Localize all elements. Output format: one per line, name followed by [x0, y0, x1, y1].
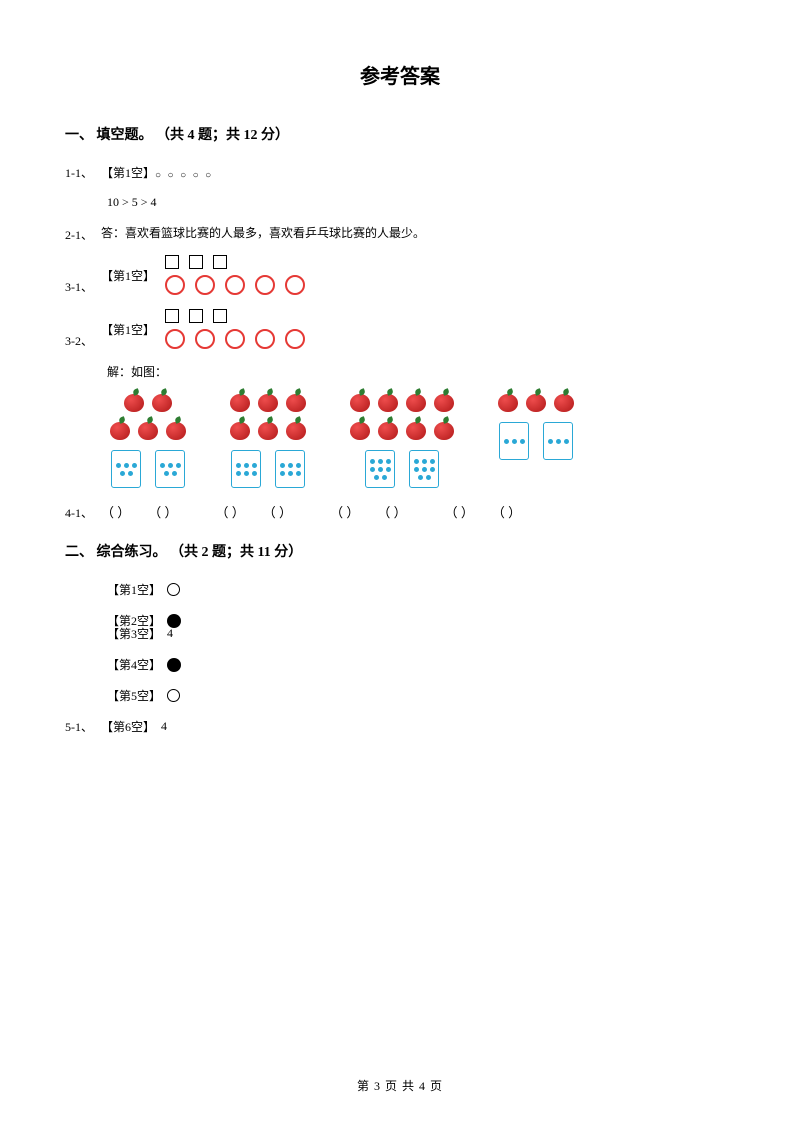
- blank-label: 【第5空】: [107, 687, 161, 704]
- paren-pair: （ ）（ ）: [216, 502, 293, 521]
- answer-text: 10 > 5 > 4: [107, 193, 157, 212]
- answer-tag: 5-1、: [65, 718, 93, 735]
- answer-tag: 2-1、: [65, 226, 93, 243]
- apple-group: [347, 388, 457, 488]
- apple-icon: [403, 388, 429, 414]
- apple-icon: [375, 416, 401, 442]
- answer-4-1: 解：如图： 4-1、 （ ）（ ） （ ）（ ） （ ）（ ） （ ）（ ）: [65, 363, 735, 521]
- apple-icon: [135, 416, 161, 442]
- dice-icon: [543, 422, 573, 460]
- answer-tag: 3-1、: [65, 278, 93, 295]
- dice-icon: [499, 422, 529, 460]
- q5-item: 5-1、【第6空】4: [107, 718, 735, 735]
- answer-3-1: 3-1、 【第1空】: [65, 255, 735, 295]
- answer-circles: ○ ○ ○ ○ ○: [155, 170, 213, 181]
- apple-icon: [255, 388, 281, 414]
- square-icon: [189, 255, 203, 269]
- answer-1-1: 1-1、 【第1空】 ○ ○ ○ ○ ○: [65, 164, 735, 181]
- answer-tag: 4-1、: [65, 504, 93, 521]
- dice-icon: [275, 450, 305, 488]
- apple-icon: [255, 416, 281, 442]
- filled-circle-icon: [167, 658, 181, 672]
- apple-groups: [107, 388, 735, 488]
- page-title: 参考答案: [65, 60, 735, 89]
- square-icon: [165, 309, 179, 323]
- blank-label: 【第6空】: [101, 718, 155, 735]
- apple-icon: [149, 388, 175, 414]
- paren-pair: （ ）（ ）: [330, 502, 407, 521]
- section2-heading: 二、 综合练习。 （共 2 题；共 11 分）: [65, 541, 735, 561]
- answer-text: 答：喜欢看篮球比赛的人最多，喜欢看乒乓球比赛的人最少。: [101, 224, 425, 243]
- circle-icon: [195, 275, 215, 295]
- q4-caption: 解：如图：: [65, 363, 735, 380]
- circle-icon: [285, 275, 305, 295]
- apple-icon: [283, 388, 309, 414]
- dice-icon: [155, 450, 185, 488]
- square-icon: [213, 309, 227, 323]
- blank-label: 【第1空】: [101, 267, 155, 284]
- square-icon: [213, 255, 227, 269]
- answer-tag: 1-1、: [65, 164, 93, 181]
- apple-icon: [347, 388, 373, 414]
- circle-icon: [255, 275, 275, 295]
- blank-label: 【第1空】: [107, 581, 161, 598]
- open-circle-icon: [167, 689, 180, 702]
- answer-3-2: 3-2、 【第1空】: [65, 309, 735, 349]
- apple-icon: [551, 388, 577, 414]
- blank-label: 【第4空】: [107, 656, 161, 673]
- circle-icon: [255, 329, 275, 349]
- dice-icon: [409, 450, 439, 488]
- square-icon: [165, 255, 179, 269]
- dice-icon: [365, 450, 395, 488]
- apple-group: [227, 388, 309, 488]
- answer-5-1-list: 【第1空】【第2空】【第3空】4【第4空】【第5空】5-1、【第6空】4: [65, 581, 735, 735]
- dice-icon: [111, 450, 141, 488]
- apple-icon: [283, 416, 309, 442]
- blank-label: 【第1空】: [101, 164, 155, 181]
- q5-item: 【第3空】 4: [107, 625, 735, 642]
- answer-2-1: 2-1、 答：喜欢看篮球比赛的人最多，喜欢看乒乓球比赛的人最少。: [65, 224, 735, 243]
- answer-value: 4: [161, 719, 167, 734]
- paren-row: （ ）（ ） （ ）（ ） （ ）（ ） （ ）（ ）: [101, 502, 521, 521]
- circle-icon: [285, 329, 305, 349]
- page-footer: 第 3 页 共 4 页: [0, 1077, 800, 1094]
- apple-icon: [495, 388, 521, 414]
- answer-tag: 3-2、: [65, 332, 93, 349]
- circle-icon: [165, 329, 185, 349]
- apple-icon: [347, 416, 373, 442]
- circle-icon: [165, 275, 185, 295]
- q5-item: 【第1空】: [107, 581, 735, 598]
- q5-item: 【第5空】: [107, 687, 735, 704]
- open-circle-icon: [167, 583, 180, 596]
- paren-pair: （ ）（ ）: [101, 502, 178, 521]
- shapes-3-2: [155, 309, 305, 349]
- apple-icon: [227, 388, 253, 414]
- apple-icon: [375, 388, 401, 414]
- apple-group: [495, 388, 577, 488]
- apple-icon: [403, 416, 429, 442]
- circle-icon: [225, 329, 245, 349]
- apple-icon: [107, 416, 133, 442]
- answer-value: 4: [167, 626, 173, 641]
- q5-item: 【第4空】: [107, 656, 735, 673]
- blank-label: 【第1空】: [101, 321, 155, 338]
- apple-icon: [121, 388, 147, 414]
- shapes-3-1: [155, 255, 305, 295]
- apple-icon: [431, 388, 457, 414]
- circle-icon: [195, 329, 215, 349]
- square-icon: [189, 309, 203, 323]
- apple-icon: [163, 416, 189, 442]
- apple-icon: [431, 416, 457, 442]
- blank-label: 【第3空】: [107, 625, 161, 642]
- circle-icon: [225, 275, 245, 295]
- apple-icon: [227, 416, 253, 442]
- apple-icon: [523, 388, 549, 414]
- apple-group: [107, 388, 189, 488]
- answer-1-1-line2: 10 > 5 > 4: [65, 193, 735, 212]
- paren-pair: （ ）（ ）: [445, 502, 522, 521]
- dice-icon: [231, 450, 261, 488]
- section1-heading: 一、 填空题。 （共 4 题；共 12 分）: [65, 124, 735, 144]
